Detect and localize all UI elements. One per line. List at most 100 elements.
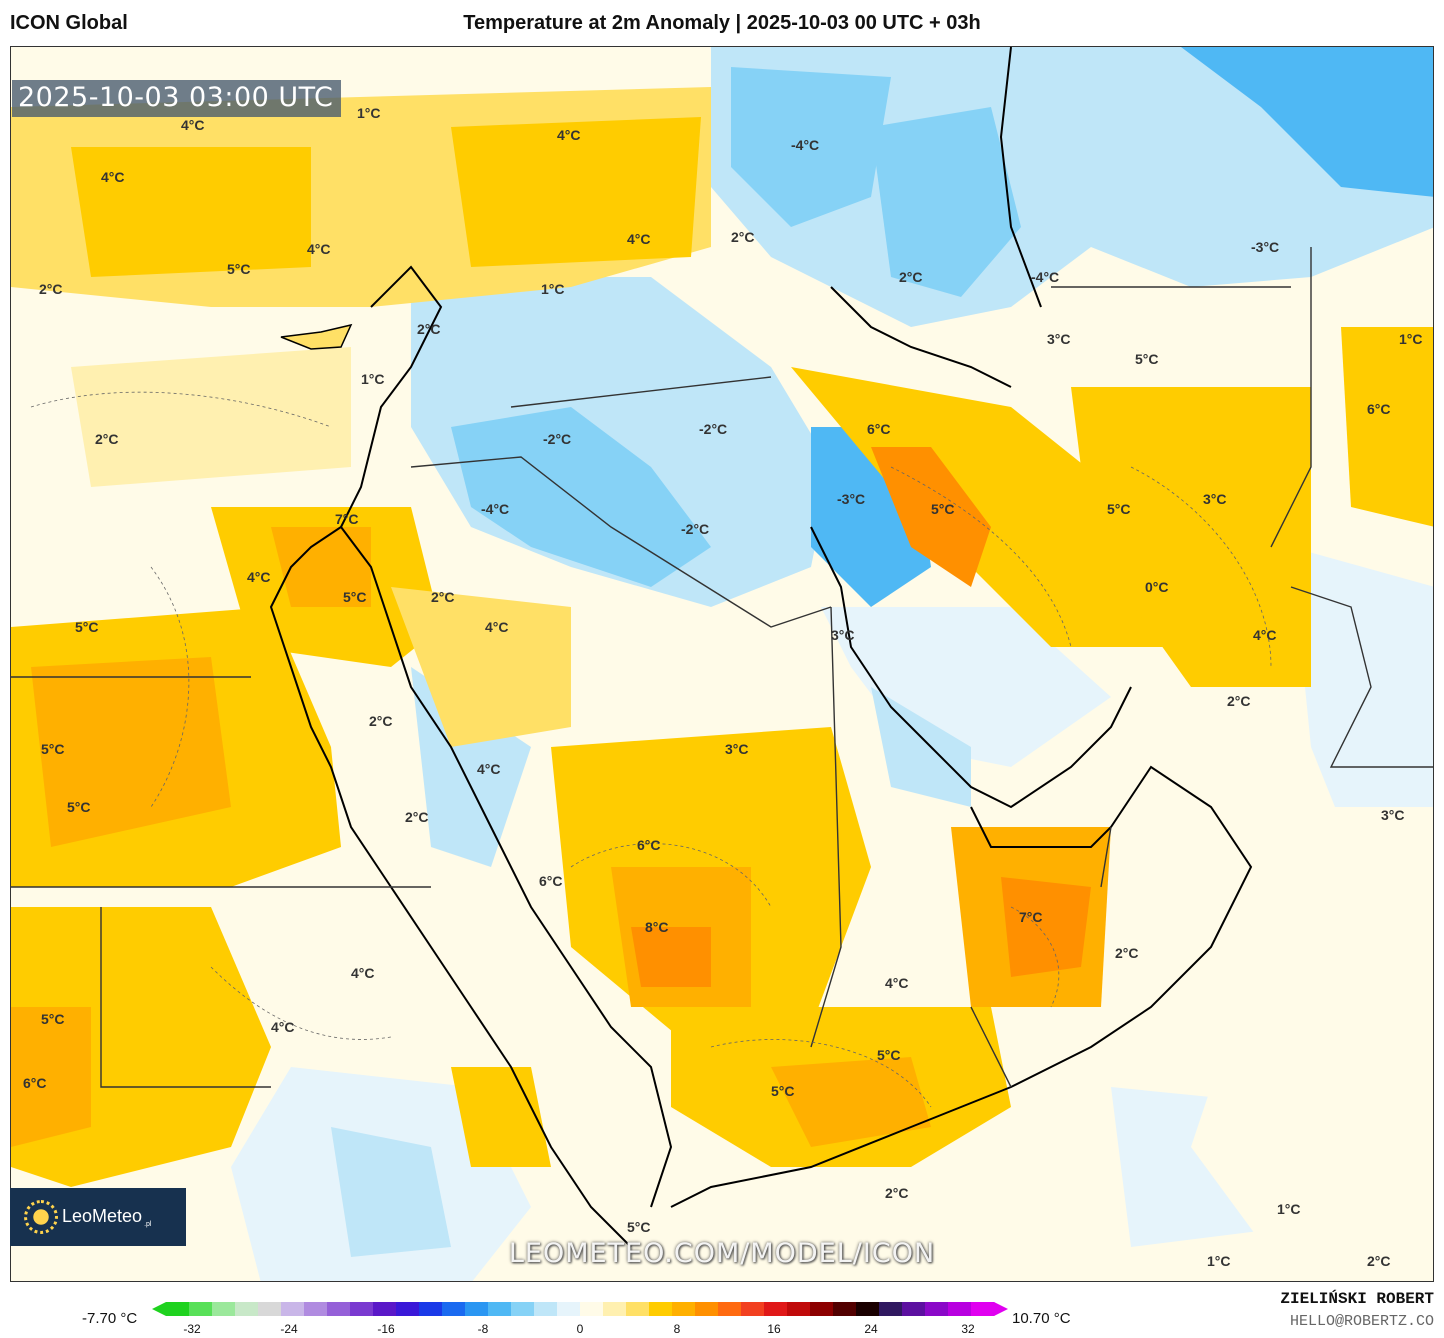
contour-label: 3°C <box>831 627 855 643</box>
colorbar-tick-label: -24 <box>280 1322 298 1336</box>
colorbar-tick-label: -16 <box>377 1322 395 1336</box>
colorbar-cell <box>603 1302 627 1316</box>
colorbar-cell <box>419 1302 443 1316</box>
colorbar-low-extension <box>152 1302 166 1316</box>
contour-label: 3°C <box>1381 807 1405 823</box>
contour-label: 1°C <box>357 105 381 121</box>
colorbar-cell <box>810 1302 834 1316</box>
colorbar-cell <box>442 1302 466 1316</box>
contour-label: -2°C <box>543 431 572 447</box>
contour-label: 5°C <box>931 501 955 517</box>
contour-label: 1°C <box>361 371 385 387</box>
contour-label: -2°C <box>681 521 710 537</box>
contour-label: 2°C <box>39 281 63 297</box>
colorbar-cell <box>258 1302 282 1316</box>
colorbar-tick-label: 0 <box>576 1322 584 1336</box>
colorbar-cell <box>465 1302 489 1316</box>
colorbar-cell <box>235 1302 259 1316</box>
colorbar-min-label: -7.70 °C <box>82 1310 138 1327</box>
contour-label: 5°C <box>75 619 99 635</box>
colorbar-cell <box>902 1302 926 1316</box>
source-watermark: LEOMETEO.COM/MODEL/ICON <box>508 1238 936 1269</box>
colorbar-tick-label: -32 <box>183 1322 201 1336</box>
contour-label: 3°C <box>725 741 749 757</box>
contour-label: -3°C <box>837 491 866 507</box>
contour-label: 6°C <box>637 837 661 853</box>
contour-label: 4°C <box>885 975 909 991</box>
contour-label: 7°C <box>335 511 359 527</box>
colorbar-cell <box>649 1302 673 1316</box>
colorbar-tick-label: 24 <box>864 1322 878 1336</box>
anomaly-map: 1°C 4°C 4°C 4°C 4°C 4°C -4°C 5°C 2°C 2°C… <box>10 46 1434 1282</box>
contour-label: 4°C <box>477 761 501 777</box>
colorbar-cell <box>856 1302 880 1316</box>
contour-label: 6°C <box>23 1075 47 1091</box>
author-name: ZIELIŃSKI ROBERT <box>1280 1290 1434 1308</box>
contour-label: 5°C <box>343 589 367 605</box>
valid-time-badge: 2025-10-03 03:00 UTC <box>12 80 342 117</box>
contour-label: 2°C <box>369 713 393 729</box>
colorbar-cell <box>281 1302 305 1316</box>
contour-label: 4°C <box>1253 627 1277 643</box>
contour-label: 5°C <box>41 1011 65 1027</box>
colorbar-cell <box>511 1302 535 1316</box>
colorbar-cell <box>488 1302 512 1316</box>
colorbar-cell <box>764 1302 788 1316</box>
contour-label: 4°C <box>181 117 205 133</box>
contour-label: 1°C <box>1399 331 1423 347</box>
sun-icon <box>24 1200 58 1234</box>
contour-label: 5°C <box>41 741 65 757</box>
colorbar-cell <box>672 1302 696 1316</box>
contour-label: 5°C <box>771 1083 795 1099</box>
contour-label: 2°C <box>731 229 755 245</box>
colorbar-cell <box>189 1302 213 1316</box>
colorbar-cell <box>580 1302 604 1316</box>
colorbar-cell <box>787 1302 811 1316</box>
contour-label: -4°C <box>1031 269 1060 285</box>
contour-label: 4°C <box>307 241 331 257</box>
colorbar-cell <box>833 1302 857 1316</box>
colorbar-high-extension <box>994 1302 1008 1316</box>
colorbar-cell <box>626 1302 650 1316</box>
colorbar-tick-label: 16 <box>767 1322 781 1336</box>
contour-label: 4°C <box>485 619 509 635</box>
contour-label: 2°C <box>1115 945 1139 961</box>
colorbar-cell <box>695 1302 719 1316</box>
colorbar <box>152 1302 1008 1316</box>
contour-label: 3°C <box>1203 491 1227 507</box>
colorbar-cell <box>971 1302 995 1316</box>
contour-label: 8°C <box>645 919 669 935</box>
colorbar-cell <box>557 1302 581 1316</box>
colorbar-tick-label: -8 <box>477 1322 489 1336</box>
colorbar-cell <box>879 1302 903 1316</box>
contour-label: 2°C <box>405 809 429 825</box>
colorbar-max-label: 10.70 °C <box>1012 1310 1071 1327</box>
colorbar-cell <box>925 1302 949 1316</box>
model-name: ICON Global <box>10 12 128 34</box>
contour-label: 5°C <box>67 799 91 815</box>
contour-label: 4°C <box>101 169 125 185</box>
contour-label: 6°C <box>867 421 891 437</box>
contour-label: 1°C <box>541 281 565 297</box>
contour-label: 4°C <box>627 231 651 247</box>
colorbar-cell <box>350 1302 374 1316</box>
colorbar-cell <box>948 1302 972 1316</box>
contour-label: 5°C <box>1107 501 1131 517</box>
colorbar-tick-label: 32 <box>961 1322 975 1336</box>
colorbar-cell <box>741 1302 765 1316</box>
leometeo-logo[interactable]: LeoMeteo .pl <box>10 1188 186 1246</box>
author-email: HELLO@ROBERTZ.CO <box>1289 1313 1434 1330</box>
colorbar-tick-label: 8 <box>673 1322 681 1336</box>
contour-label: 5°C <box>877 1047 901 1063</box>
contour-label: -4°C <box>791 137 820 153</box>
contour-label: 3°C <box>1047 331 1071 347</box>
colorbar-cell <box>166 1302 190 1316</box>
contour-label: 2°C <box>1367 1253 1391 1269</box>
contour-label: -3°C <box>1251 239 1280 255</box>
contour-label: 6°C <box>1367 401 1391 417</box>
contour-label: 6°C <box>539 873 563 889</box>
map-shading <box>11 47 1433 1281</box>
contour-label: -4°C <box>481 501 510 517</box>
contour-label: 5°C <box>227 261 251 277</box>
colorbar-cell <box>212 1302 236 1316</box>
